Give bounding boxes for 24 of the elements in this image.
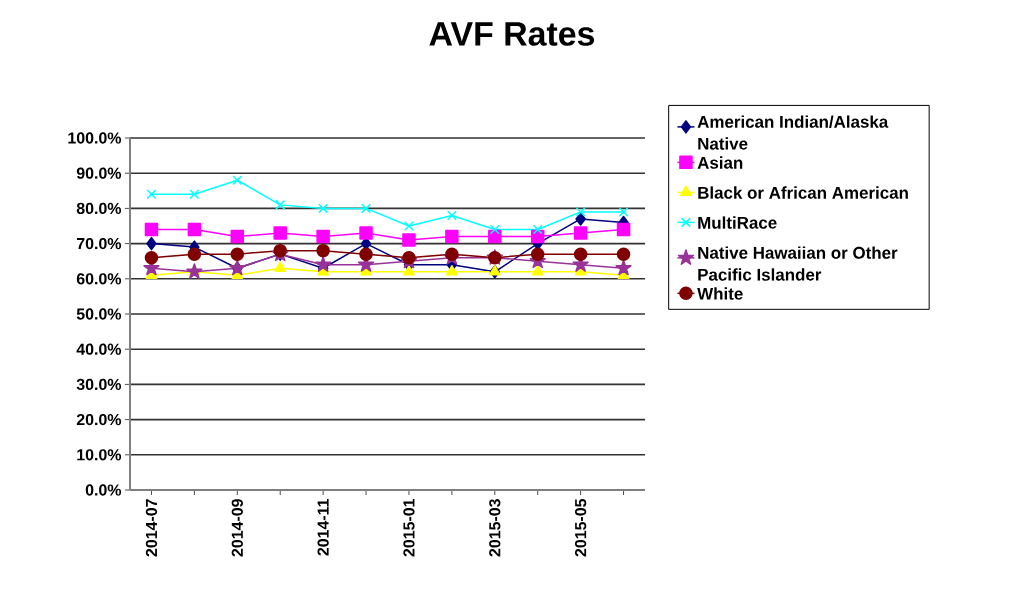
legend-label: Native Hawaiian or Other Pacific Islander <box>698 246 898 281</box>
x-tick-label: 2015-01 <box>403 498 415 557</box>
y-tick-label: 60.0% <box>76 273 122 285</box>
y-tick-label: 90.0% <box>76 167 122 179</box>
x-tick-label: 2014-09 <box>231 499 243 557</box>
legend-label: MultiRace <box>698 216 777 229</box>
y-tick-label: 30.0% <box>76 378 122 391</box>
y-tick-label: 70.0% <box>76 237 122 250</box>
legend-label: Black or African American <box>698 186 908 199</box>
y-tick-label: 100.0% <box>68 132 122 144</box>
x-tick-label: 2015-05 <box>574 498 587 557</box>
y-tick-label: 0.0% <box>85 484 122 496</box>
y-tick-label: 50.0% <box>76 308 122 320</box>
y-tick-label: 10.0% <box>77 449 122 461</box>
y-tick-label: 80.0% <box>76 202 122 215</box>
x-tick-label: 2014-11 <box>317 498 329 556</box>
y-tick-label: 20.0% <box>76 413 122 426</box>
legend-label: White <box>697 287 743 300</box>
x-tick-label: 2014-07 <box>145 499 158 557</box>
x-tick-label: 2015-03 <box>489 499 501 557</box>
y-tick-label: 40.0% <box>76 343 122 355</box>
legend-label: American Indian/Alaska Native <box>697 115 889 150</box>
chart-title: AVF Rates <box>429 22 595 46</box>
legend-label: Asian <box>697 156 743 169</box>
